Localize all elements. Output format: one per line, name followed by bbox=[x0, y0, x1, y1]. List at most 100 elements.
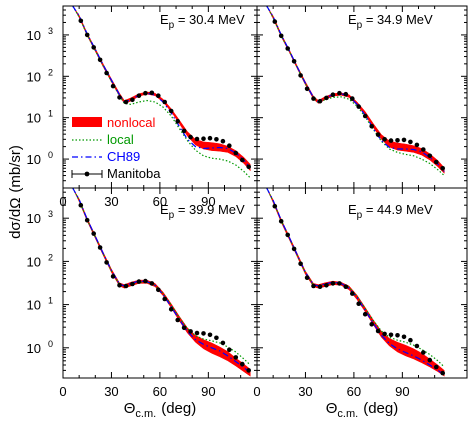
local-line-top-right bbox=[266, 6, 445, 176]
manitoba-point bbox=[233, 150, 239, 156]
y-tick-exponent: 0 bbox=[48, 339, 53, 349]
panel-top-right bbox=[256, 5, 468, 189]
manitoba-point bbox=[388, 332, 394, 338]
manitoba-point bbox=[298, 261, 303, 267]
legend-label-local: local bbox=[107, 132, 134, 147]
y-tick-exponent: 0 bbox=[48, 150, 53, 160]
x-tick-label: 60 bbox=[153, 384, 167, 399]
manitoba-point bbox=[414, 343, 420, 349]
x-tick-label: 30 bbox=[104, 194, 118, 209]
manitoba-point bbox=[362, 113, 368, 119]
manitoba-point bbox=[343, 284, 349, 290]
manitoba-point bbox=[350, 291, 355, 296]
manitoba-point bbox=[298, 73, 303, 78]
manitoba-point bbox=[408, 337, 413, 343]
y-tick-exponent: 1 bbox=[48, 109, 53, 119]
manitoba-point bbox=[97, 57, 103, 63]
manitoba-point bbox=[162, 296, 167, 302]
manitoba-point bbox=[278, 33, 284, 39]
energy-label-bottom-left: Ep = 39.9 MeV bbox=[160, 202, 245, 221]
manitoba-point bbox=[97, 245, 103, 250]
x-axis-title-left: Θc.m. (deg) bbox=[124, 400, 196, 420]
panel-top-left: 10 010 110 210 30 30 60 90 bbox=[27, 5, 258, 209]
plot-area-bottom-right bbox=[266, 188, 446, 377]
legend-label-manitoba: Manitoba bbox=[107, 166, 161, 181]
manitoba-point bbox=[285, 232, 291, 238]
manitoba-point bbox=[84, 217, 90, 223]
manitoba-point bbox=[220, 340, 226, 346]
manitoba-point bbox=[388, 138, 394, 143]
manitoba-point bbox=[382, 137, 387, 142]
manitoba-point bbox=[136, 279, 142, 284]
manitoba-point bbox=[156, 287, 161, 293]
y-tick-exponent: 3 bbox=[48, 26, 53, 36]
legend-label-ch89: CH89 bbox=[107, 149, 140, 164]
manitoba-point bbox=[291, 59, 297, 64]
manitoba-point bbox=[220, 138, 226, 144]
manitoba-point bbox=[356, 301, 362, 307]
x-tick-label: 30 bbox=[104, 384, 118, 399]
manitoba-point bbox=[434, 364, 439, 370]
y-tick-label: 10 bbox=[27, 111, 41, 126]
manitoba-point bbox=[194, 330, 200, 336]
y-tick-label: 10 bbox=[27, 298, 41, 313]
manitoba-point bbox=[110, 274, 116, 279]
manitoba-point bbox=[434, 159, 439, 165]
manitoba-point bbox=[337, 90, 342, 96]
y-tick-exponent: 1 bbox=[48, 296, 53, 306]
legend: nonlocal local CH89 Manitoba bbox=[71, 115, 161, 181]
manitoba-point bbox=[117, 283, 122, 288]
manitoba-point bbox=[233, 355, 239, 360]
manitoba-point bbox=[304, 86, 310, 92]
manitoba-point bbox=[149, 281, 155, 286]
manitoba-point bbox=[317, 98, 323, 104]
manitoba-point bbox=[240, 157, 245, 163]
manitoba-point bbox=[91, 231, 96, 236]
legend-swatch-nonlocal bbox=[72, 117, 102, 127]
y-tick-label: 10 bbox=[27, 341, 41, 356]
y-axis-title: dσ/dΩ(mb/sr) bbox=[7, 145, 24, 239]
manitoba-point bbox=[395, 333, 400, 338]
panel-bottom-right: 0 30 60 90 bbox=[253, 187, 468, 399]
manitoba-point bbox=[117, 95, 122, 100]
manitoba-point bbox=[149, 90, 155, 96]
ch89-line-top-right bbox=[266, 6, 445, 172]
manitoba-point bbox=[440, 166, 446, 171]
x-tick-label: 90 bbox=[395, 384, 409, 399]
manitoba-point bbox=[130, 97, 135, 103]
y-tick-label: 10 bbox=[27, 211, 41, 226]
manitoba-point bbox=[427, 153, 433, 159]
manitoba-point bbox=[207, 135, 213, 141]
manitoba-point bbox=[78, 18, 84, 24]
x-axis-title-right: Θc.m. (deg) bbox=[326, 400, 398, 420]
legend-label-nonlocal: nonlocal bbox=[107, 115, 156, 130]
plot-area-top-right bbox=[266, 6, 446, 176]
manitoba-point bbox=[194, 136, 200, 142]
manitoba-point bbox=[427, 357, 433, 363]
manitoba-point bbox=[330, 281, 336, 286]
manitoba-point bbox=[311, 96, 316, 101]
manitoba-point bbox=[278, 218, 284, 224]
manitoba-point bbox=[143, 278, 148, 284]
manitoba-point bbox=[408, 139, 413, 145]
y-tick-label: 10 bbox=[27, 69, 41, 84]
nonlocal-band-top-left bbox=[72, 6, 251, 172]
manitoba-point bbox=[227, 143, 232, 148]
manitoba-point bbox=[291, 246, 297, 252]
manitoba-point bbox=[421, 147, 426, 152]
manitoba-point bbox=[175, 317, 180, 323]
manitoba-point bbox=[401, 334, 407, 340]
manitoba-point bbox=[414, 142, 420, 148]
manitoba-point bbox=[440, 370, 446, 376]
manitoba-point bbox=[181, 325, 187, 331]
manitoba-point bbox=[304, 275, 310, 281]
manitoba-point bbox=[162, 99, 167, 105]
y-tick-label: 10 bbox=[27, 152, 41, 167]
manitoba-point bbox=[375, 132, 381, 137]
manitoba-point bbox=[317, 284, 323, 290]
manitoba-point bbox=[240, 361, 245, 367]
y-tick-exponent: 2 bbox=[48, 67, 53, 77]
manitoba-point bbox=[285, 46, 291, 51]
manitoba-point bbox=[78, 202, 84, 208]
